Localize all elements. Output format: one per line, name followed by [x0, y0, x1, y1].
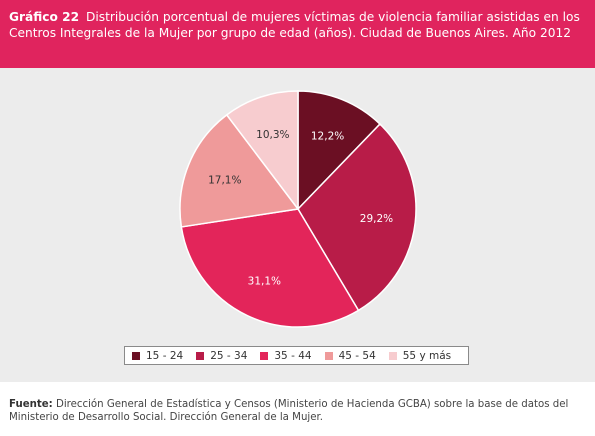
legend-swatch — [132, 351, 140, 360]
legend-item-2: 25 - 34 — [196, 350, 247, 362]
legend-item-4: 45 - 54 — [324, 349, 376, 362]
pie-chart: 12,2% 29,2% 31,1% 17,1% 10,3% — [179, 90, 417, 328]
legend-swatch — [324, 351, 333, 360]
slice-label-3: 31,1% — [248, 275, 281, 287]
legend-swatch — [260, 351, 269, 360]
legend-label: 45 - 54 — [338, 349, 376, 362]
legend-label: 55 y más — [402, 349, 452, 362]
chart-title: Distribución porcentual de mujeres vícti… — [9, 10, 580, 40]
source-text: Dirección General de Estadística y Censo… — [9, 399, 569, 423]
legend-label: 25 - 34 — [210, 349, 248, 362]
chart-panel: 12,2% 29,2% 31,1% 17,1% 10,3% 15 - 24 25 - 34… — [0, 68, 595, 382]
legend-item-5: 55 y más — [388, 349, 452, 362]
slice-label-4: 17,1% — [208, 174, 241, 186]
legend-item-3: 35 - 44 — [260, 349, 312, 362]
slice-label-5: 10,3% — [256, 129, 289, 141]
pie-slice-4 — [179, 113, 300, 228]
pie-slice-5 — [225, 90, 299, 212]
legend-swatch — [196, 351, 205, 360]
slice-label-2: 29,2% — [360, 213, 393, 225]
legend-label: 15 - 24 — [146, 349, 184, 362]
chart-legend: 15 - 24 25 - 34 35 - 44 45 - 54 55 y más — [124, 346, 469, 365]
source-label: Fuente: — [9, 399, 53, 410]
source-note: Fuente: Dirección General de Estadística… — [9, 398, 589, 424]
legend-label: 35 - 44 — [274, 349, 312, 362]
legend-item-1: 15 - 24 — [132, 350, 183, 362]
pie-slice-1 — [297, 90, 381, 211]
pie-slice-3 — [180, 208, 360, 328]
chart-header: Gráfico 22 Distribución porcentual de mu… — [0, 0, 595, 68]
legend-swatch — [388, 351, 397, 360]
figure-number: Gráfico 22 — [9, 10, 80, 24]
slice-label-1: 12,2% — [311, 131, 344, 143]
pie-slice-2 — [297, 123, 417, 312]
